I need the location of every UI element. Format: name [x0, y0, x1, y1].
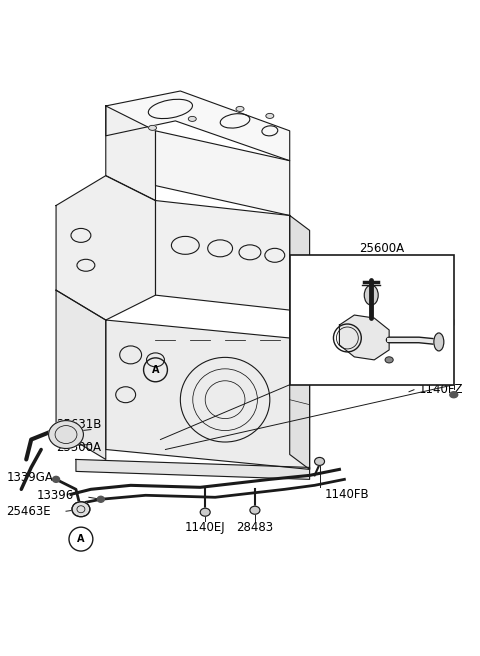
Ellipse shape	[200, 508, 210, 516]
Text: 1339GA: 1339GA	[6, 471, 53, 484]
Ellipse shape	[314, 457, 324, 465]
Bar	[290, 255, 454, 385]
Polygon shape	[290, 215, 310, 470]
Text: A: A	[152, 365, 159, 375]
Polygon shape	[156, 201, 290, 310]
Polygon shape	[76, 459, 310, 480]
Polygon shape	[56, 290, 106, 459]
Ellipse shape	[72, 502, 90, 517]
Text: 13396: 13396	[36, 489, 73, 502]
Ellipse shape	[72, 502, 90, 517]
Text: 25620A: 25620A	[391, 312, 436, 325]
Ellipse shape	[148, 125, 156, 131]
Polygon shape	[106, 320, 310, 470]
Ellipse shape	[385, 357, 393, 363]
Polygon shape	[106, 91, 290, 161]
Text: 1140FZ: 1140FZ	[419, 383, 464, 396]
Text: A: A	[77, 534, 84, 544]
Ellipse shape	[48, 420, 84, 449]
Ellipse shape	[97, 497, 104, 502]
Ellipse shape	[250, 506, 260, 514]
Bar	[290, 255, 454, 385]
Ellipse shape	[364, 285, 378, 305]
Ellipse shape	[450, 392, 458, 398]
Polygon shape	[106, 106, 156, 201]
Ellipse shape	[53, 476, 60, 482]
Text: 39220G: 39220G	[391, 272, 437, 285]
Ellipse shape	[266, 113, 274, 118]
Ellipse shape	[236, 106, 244, 112]
Text: 1140FB: 1140FB	[324, 488, 369, 501]
Text: 25631B: 25631B	[56, 418, 101, 431]
Text: 25623R: 25623R	[296, 297, 341, 310]
Text: 25600A: 25600A	[360, 242, 405, 255]
Text: 25500A: 25500A	[56, 441, 101, 454]
Polygon shape	[339, 315, 389, 360]
Text: 1140EJ: 1140EJ	[185, 521, 226, 533]
Text: 28483: 28483	[236, 521, 274, 533]
Polygon shape	[156, 131, 290, 215]
Polygon shape	[56, 176, 156, 320]
Ellipse shape	[188, 116, 196, 121]
Text: 25463E: 25463E	[6, 504, 51, 518]
Ellipse shape	[434, 333, 444, 351]
